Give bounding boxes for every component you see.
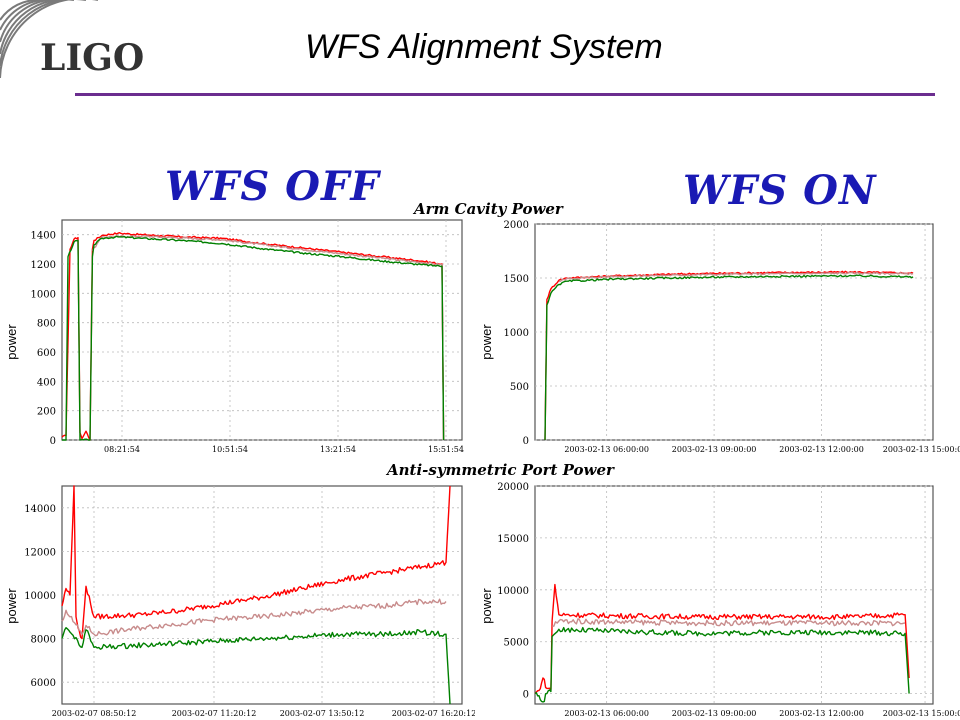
chart-antisymmetric-wfs-off: 6000 8000 10000 12000 14000 2003-02-07 08:50:…: [4, 485, 475, 718]
x-tick-label: 2003-02-13 15:00:00: [883, 709, 960, 718]
chart-arm-cavity-wfs-off: 0 200 400 600 800 1000 1200 1400 08:21:54 10:51:5…: [4, 219, 464, 454]
series-line-green: [534, 626, 910, 703]
y-tick-label: 1000: [31, 289, 56, 300]
y-tick-label: 400: [37, 377, 56, 388]
series-line-green: [61, 235, 445, 441]
y-tick-label: 10000: [24, 591, 56, 602]
series-line-pink: [552, 618, 906, 627]
series-line-pink: [61, 598, 447, 637]
title-divider: [75, 93, 935, 96]
x-tick-label: 2003-02-07 16:20:12: [392, 709, 475, 718]
ligo-logo: LIGO: [0, 0, 144, 79]
y-tick-label: 2000: [504, 220, 529, 231]
wfs-off-label: WFS OFF: [165, 163, 380, 210]
x-tick-label: 08:21:54: [104, 445, 140, 454]
y-tick-label: 0: [523, 690, 529, 701]
x-tick-label: 2003-02-13 09:00:00: [672, 445, 757, 454]
y-tick-label: 800: [37, 319, 56, 330]
x-tick-label: 10:51:54: [212, 445, 248, 454]
y-tick-label: 20000: [497, 482, 529, 493]
x-tick-label: 2003-02-13 06:00:00: [564, 709, 649, 718]
x-tick-label: 2003-02-13 15:00:00: [883, 445, 960, 454]
y-tick-label: 8000: [31, 635, 56, 646]
anti-symmetric-section-title: Anti-symmetric Port Power: [387, 461, 614, 479]
y-tick-label: 200: [37, 407, 56, 418]
x-tick-label: 2003-02-13 06:00:00: [564, 445, 649, 454]
y-tick-label: 0: [523, 436, 529, 447]
y-tick-label: 1000: [504, 328, 529, 339]
x-tick-label: 2003-02-07 13:50:12: [280, 709, 365, 718]
slide-title: WFS Alignment System: [305, 28, 663, 66]
y-tick-label: 500: [510, 382, 529, 393]
wfs-on-label: WFS ON: [683, 167, 877, 214]
x-tick-label: 2003-02-13 09:00:00: [672, 709, 757, 718]
ligo-arcs-icon: [0, 0, 98, 79]
x-tick-label: 2003-02-07 08:50:12: [52, 709, 137, 718]
chart-antisymmetric-wfs-on: 0 5000 10000 15000 20000 2003-02-13 06:00:00 2…: [479, 482, 960, 718]
plot-frame: [534, 223, 934, 441]
y-tick-label: 5000: [504, 638, 529, 649]
chart-arm-cavity-wfs-on: 0 500 1000 1500 2000 2003-02-13 06:00:00 2003-…: [479, 220, 960, 454]
y-axis-label: power: [479, 588, 494, 624]
x-tick-label: 15:51:54: [428, 445, 464, 454]
series-line-red: [534, 583, 910, 695]
y-tick-label: 1200: [31, 260, 56, 271]
arm-cavity-section-title: Arm Cavity Power: [414, 200, 563, 218]
y-tick-label: 6000: [31, 678, 56, 689]
y-tick-label: 12000: [24, 547, 56, 558]
series-line-pink: [558, 271, 914, 282]
x-tick-label: 13:21:54: [320, 445, 356, 454]
y-axis-label: power: [4, 324, 19, 360]
x-tick-label: 2003-02-07 11:20:12: [172, 709, 257, 718]
x-tick-label: 2003-02-13 12:00:00: [779, 709, 864, 718]
logo-text: LIGO: [40, 37, 144, 79]
y-tick-label: 1400: [31, 231, 56, 242]
y-tick-label: 0: [50, 436, 56, 447]
plot-frame: [534, 485, 934, 705]
series-line-green: [61, 627, 451, 705]
y-tick-label: 10000: [497, 586, 529, 597]
y-tick-label: 15000: [497, 534, 529, 545]
y-axis-label: power: [479, 324, 494, 360]
x-tick-label: 2003-02-13 12:00:00: [779, 445, 864, 454]
y-axis-label: power: [4, 588, 19, 624]
y-tick-label: 14000: [24, 504, 56, 515]
plot-frame: [61, 219, 463, 441]
series-line-green: [544, 274, 914, 441]
y-tick-label: 600: [37, 348, 56, 359]
series-line-pink: [91, 234, 445, 441]
y-tick-label: 1500: [504, 274, 529, 285]
series-line-red: [61, 485, 451, 640]
